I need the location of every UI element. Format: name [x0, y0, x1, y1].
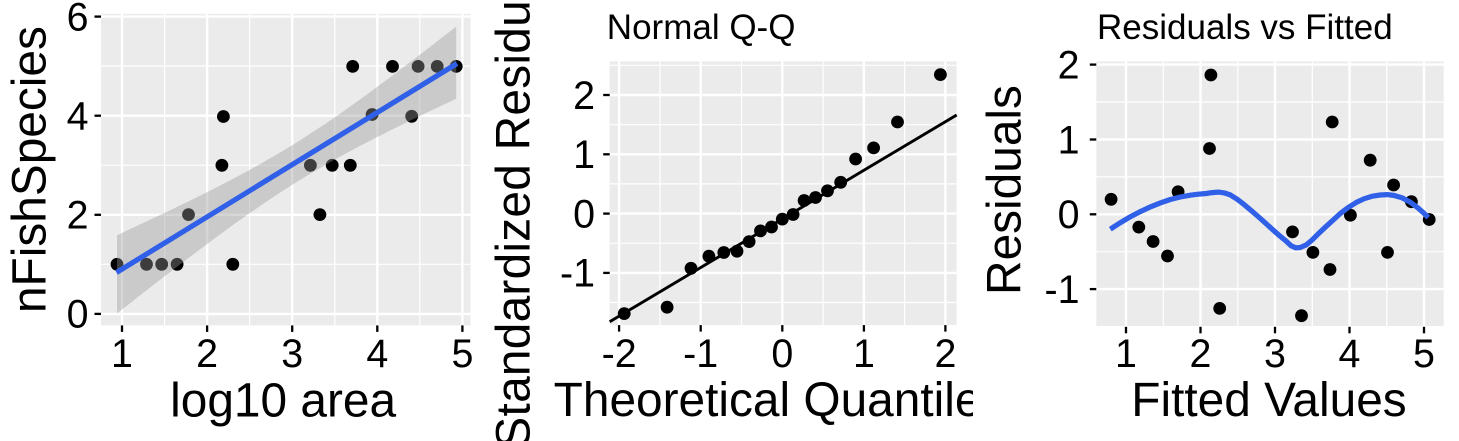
svg-text:2: 2 — [196, 332, 218, 376]
svg-text:-1: -1 — [1044, 268, 1079, 312]
svg-text:3: 3 — [1264, 332, 1286, 376]
svg-text:1: 1 — [853, 332, 875, 376]
svg-text:0: 0 — [573, 192, 595, 236]
svg-text:0: 0 — [772, 332, 794, 376]
svg-text:2: 2 — [573, 74, 595, 118]
svg-text:6: 6 — [67, 0, 89, 39]
svg-text:-1: -1 — [684, 332, 719, 376]
svg-text:Normal Q-Q: Normal Q-Q — [607, 8, 796, 47]
svg-text:Residuals: Residuals — [978, 85, 1031, 295]
svg-text:3: 3 — [281, 332, 303, 376]
svg-text:1: 1 — [111, 332, 133, 376]
svg-text:2: 2 — [1057, 43, 1079, 87]
svg-text:4: 4 — [366, 332, 388, 376]
svg-text:log10 area: log10 area — [170, 374, 396, 427]
svg-text:5: 5 — [1413, 332, 1435, 376]
svg-text:1: 1 — [1115, 332, 1137, 376]
svg-text:4: 4 — [1338, 332, 1360, 376]
svg-text:Fitted Values: Fitted Values — [1131, 374, 1406, 427]
svg-text:4: 4 — [67, 95, 89, 139]
svg-text:Standardized Residuals: Standardized Residuals — [488, 0, 541, 441]
svg-text:-1: -1 — [560, 252, 595, 296]
svg-text:2: 2 — [1189, 332, 1211, 376]
svg-text:1: 1 — [573, 133, 595, 177]
svg-text:-2: -2 — [602, 332, 637, 376]
svg-text:2: 2 — [935, 332, 957, 376]
svg-text:Residuals vs Fitted: Residuals vs Fitted — [1097, 8, 1393, 47]
svg-text:2: 2 — [67, 194, 89, 238]
svg-text:5: 5 — [451, 332, 473, 376]
svg-text:0: 0 — [1057, 193, 1079, 237]
svg-text:0: 0 — [67, 293, 89, 337]
svg-text:nFishSpecies: nFishSpecies — [3, 26, 56, 313]
svg-text:Theoretical Quantiles: Theoretical Quantiles — [554, 374, 973, 427]
svg-text:1: 1 — [1057, 118, 1079, 162]
